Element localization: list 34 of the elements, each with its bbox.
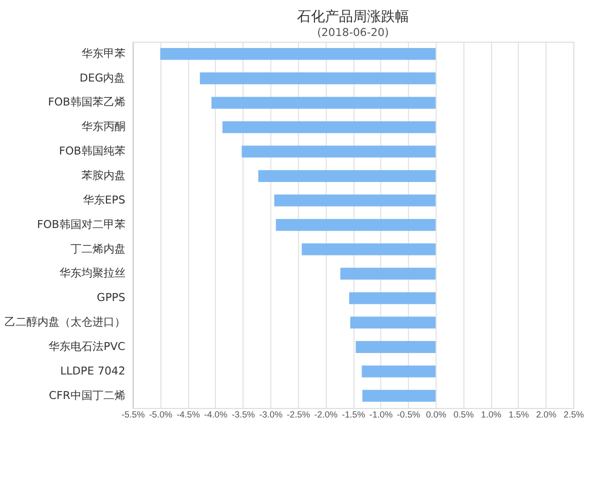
x-tick-label: -2.0% [314,409,338,420]
x-tick-label: -1.5% [342,409,366,420]
x-tick-label: -1.0% [369,409,393,420]
y-tick-label: FOB韩国对二甲苯 [36,218,126,231]
x-tick-label: 0.5% [453,409,474,420]
x-tick-label: -3.5% [232,409,256,420]
y-tick-label: 乙二醇内盘（太仓进口） [4,316,126,329]
x-tick-label: -5.0% [149,409,172,420]
x-tick-label: -4.5% [176,409,200,420]
chart-title: 石化产品周涨跌幅 [296,8,409,25]
x-tick-label: -0.5% [396,409,420,420]
y-tick-label: 丁二烯内盘 [70,242,126,256]
y-tick-label: LLDPE 7042 [60,364,126,378]
y-tick-label: GPPS [96,291,126,304]
x-tick-label: 2.5% [564,409,584,420]
x-tick-label: -2.5% [286,409,310,420]
x-tick-label: -5.5% [122,409,145,420]
y-tick-label: CFR中国丁二烯 [48,388,126,402]
y-tick-label: FOB韩国纯苯 [58,144,126,158]
x-tick-label: -3.0% [259,409,283,420]
y-tick-label: 华东电石法PVC [48,340,126,353]
y-tick-label: 苯胺内盘 [81,169,126,182]
x-tick-label: 2.0% [536,409,556,420]
chart-subtitle: (2018-06-20) [317,26,389,39]
y-tick-label: 华东丙酮 [81,120,126,134]
x-tick-label: 1.5% [508,409,529,420]
y-tick-label: 华东EPS [82,193,126,206]
x-tick-label: 1.0% [481,409,502,420]
x-tick-label: 0.0% [426,409,446,420]
y-tick-label: 华东均聚拉丝 [59,266,126,280]
y-tick-label: FOB韩国苯乙烯 [48,96,126,109]
y-tick-label: 华东甲苯 [81,46,126,60]
y-tick-label: DEG内盘 [80,71,126,84]
x-tick-label: -4.0% [204,409,228,420]
